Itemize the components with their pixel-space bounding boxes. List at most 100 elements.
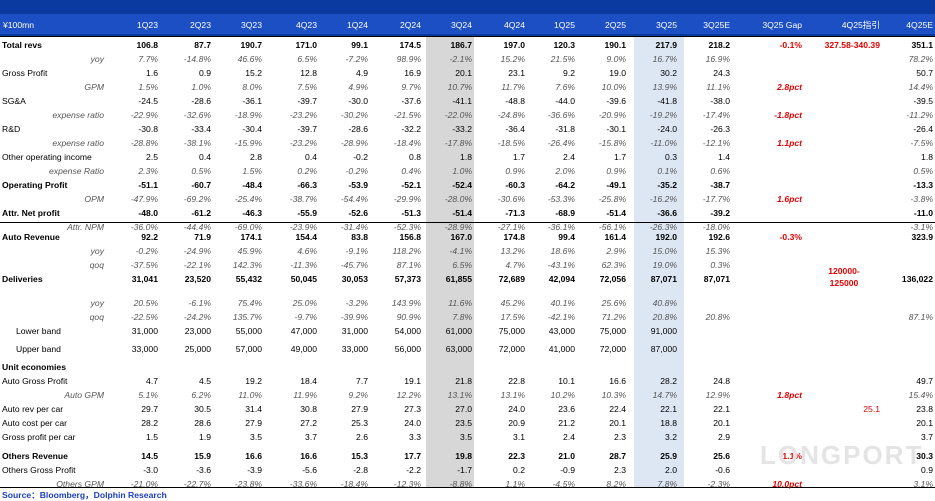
table-cell: -0.3%	[779, 232, 802, 242]
table-cell: 29.7	[141, 404, 158, 414]
column-highlight-3q24	[426, 36, 474, 488]
table-cell: -21.5%	[393, 110, 421, 120]
table-cell: -30.0	[348, 96, 368, 106]
table-cell: -36.6	[657, 208, 677, 218]
table-cell: 1.1pct	[777, 138, 802, 148]
table-cell: 87,000	[650, 344, 677, 354]
table-cell: -6.1%	[188, 298, 211, 308]
table-cell: 1.5%	[138, 82, 158, 92]
table-cell: 75,000	[498, 326, 525, 336]
table-cell: 161.4	[604, 232, 626, 242]
table-cell: -3.1%	[910, 222, 933, 232]
table-cell: -4.1%	[449, 246, 472, 256]
table-cell: -8.8%	[449, 479, 472, 489]
table-cell: -32.2	[401, 124, 421, 134]
table-cell: 2.9%	[606, 246, 626, 256]
table-cell: 135.7%	[232, 312, 262, 322]
table-cell: 2.4	[563, 432, 575, 442]
table-cell: -2.2	[406, 465, 421, 475]
table-cell: 98.9%	[396, 54, 421, 64]
table-cell: -12.3%	[393, 479, 421, 489]
table-cell: 54,000	[394, 326, 421, 336]
table-cell: 78.2%	[908, 54, 933, 64]
table-cell: 16.9%	[705, 54, 730, 64]
table-cell: 13.1%	[447, 390, 472, 400]
unit-label: ¥100mn	[3, 20, 35, 30]
table-cell: 174.8	[503, 232, 525, 242]
table-cell: -23.9%	[289, 222, 317, 232]
column-header: 1Q24	[346, 20, 368, 30]
table-cell: 0.9%	[505, 166, 525, 176]
table-cell: -3.6	[196, 465, 211, 475]
table-cell: 24.3	[713, 68, 730, 78]
table-cell: -2.1%	[449, 54, 472, 64]
table-cell: 323.9	[911, 232, 933, 242]
table-cell: 0.9	[921, 465, 933, 475]
table-cell: 45.2%	[500, 298, 525, 308]
table-cell: -39.6	[606, 96, 626, 106]
table-cell: 10.0pct	[772, 479, 802, 489]
table-cell: -28.9%	[444, 222, 472, 232]
table-cell: -31.8	[555, 124, 575, 134]
table-cell: -20.9%	[598, 110, 626, 120]
table-cell: 27.9	[245, 418, 262, 428]
table-cell: -28.6	[348, 124, 368, 134]
table-cell: 0.2	[513, 465, 525, 475]
table-cell: 9.0%	[606, 54, 626, 64]
table-cell: 30.3	[916, 451, 933, 461]
watermark-logo: LONGPORT	[760, 440, 924, 470]
table-cell: -52.1	[401, 180, 421, 190]
table-cell: -30.1	[606, 124, 626, 134]
table-cell: 72,000	[498, 344, 525, 354]
row-label: GPM	[84, 82, 104, 92]
table-cell: -21.0%	[130, 479, 158, 489]
table-cell: -22.5%	[130, 312, 158, 322]
table-cell: -25.8%	[598, 194, 626, 204]
table-cell: -4.5%	[552, 479, 575, 489]
table-cell: -30.4	[242, 124, 262, 134]
table-cell: -30.2%	[340, 110, 368, 120]
table-cell: -71.3	[505, 208, 525, 218]
table-cell: 6.5%	[297, 54, 317, 64]
table-cell: 55,000	[235, 326, 262, 336]
table-cell: 0.5%	[913, 166, 933, 176]
row-label: SG&A	[2, 96, 26, 106]
table-cell: 31,000	[131, 326, 158, 336]
table-cell: 25.6%	[601, 298, 626, 308]
table-cell: 16.9	[404, 68, 421, 78]
table-cell: 57,000	[235, 344, 262, 354]
table-cell: -22.9%	[130, 110, 158, 120]
table-cell: 25.6	[713, 451, 730, 461]
table-cell: 143.9%	[391, 298, 421, 308]
table-cell: 3.2	[665, 432, 677, 442]
table-cell: 45.9%	[237, 246, 262, 256]
table-cell: -55.9	[297, 208, 317, 218]
table-cell: 27.3	[404, 404, 421, 414]
table-cell: 24.0	[404, 418, 421, 428]
table-cell: 61,855	[445, 274, 472, 284]
table-cell: 197.0	[503, 40, 525, 50]
table-cell: 20.1	[713, 418, 730, 428]
table-cell: 50.7	[916, 68, 933, 78]
table-cell: -69.2%	[183, 194, 211, 204]
table-cell: -0.1%	[779, 40, 802, 50]
table-cell: 2.3	[614, 465, 626, 475]
column-header: 1Q23	[136, 20, 158, 30]
table-cell: 30,053	[341, 274, 368, 284]
table-cell: -23.8%	[234, 479, 262, 489]
table-cell: 28.7	[609, 451, 626, 461]
table-bottom-border	[0, 487, 935, 488]
table-cell: 3.5	[460, 432, 472, 442]
table-cell: 20.1	[455, 68, 472, 78]
table-cell: 156.8	[399, 232, 421, 242]
table-cell: -38.0	[710, 96, 730, 106]
table-cell: 2.5	[146, 152, 158, 162]
row-label: Other operating income	[2, 152, 92, 162]
row-label: Total revs	[2, 40, 42, 50]
table-cell: -31.4%	[340, 222, 368, 232]
table-cell: -0.2%	[135, 246, 158, 256]
column-highlight-3q25	[634, 36, 684, 488]
table-cell: 0.9%	[606, 166, 626, 176]
table-cell: -52.6	[348, 208, 368, 218]
table-cell: 87.1%	[908, 312, 933, 322]
